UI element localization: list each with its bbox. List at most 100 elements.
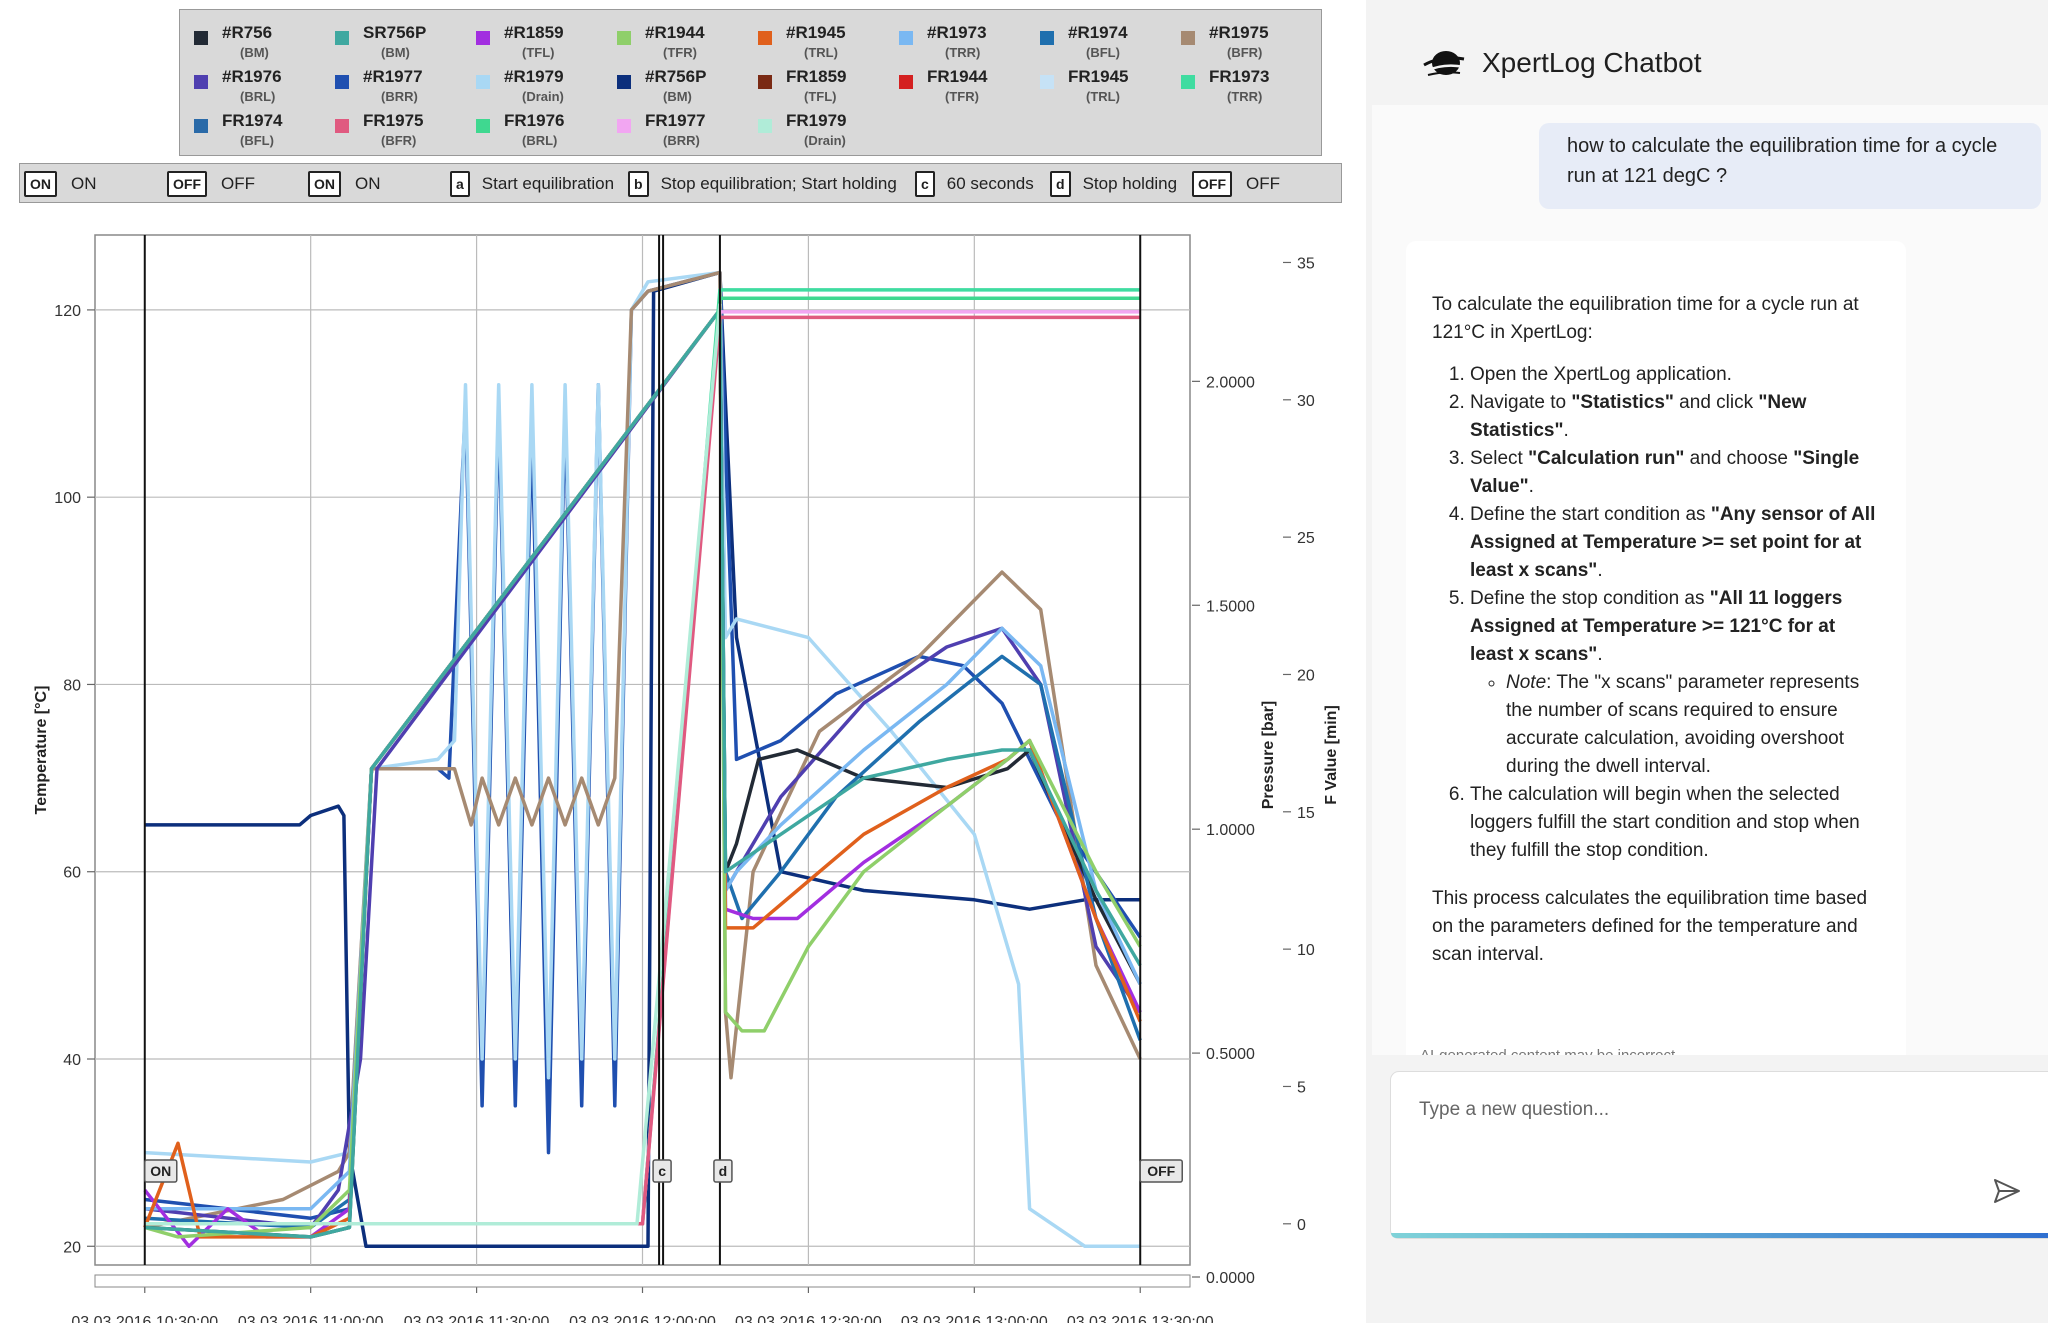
legend-swatch bbox=[1040, 75, 1054, 89]
legend-item[interactable]: FR1974 (BFL) bbox=[180, 102, 320, 148]
legend-item[interactable]: #R1975 (BFR) bbox=[1167, 14, 1307, 60]
bot-steps-list: Open the XpertLog application.Navigate t… bbox=[1432, 361, 1880, 865]
legend-location: (TRR) bbox=[945, 45, 981, 60]
x-tick-label: 03.03.2016 11:30:00 bbox=[404, 1314, 550, 1323]
y-tick-label: 20 bbox=[63, 1239, 81, 1256]
time-scrollbar[interactable] bbox=[94, 1274, 1191, 1288]
legend-name: #R1973 bbox=[927, 23, 987, 42]
legend-location: (BFR) bbox=[381, 133, 417, 148]
input-accent-bar bbox=[1391, 1233, 2048, 1238]
legend-item[interactable]: #R1977 (BRR) bbox=[321, 58, 461, 104]
x-tick-label: 03.03.2016 12:00:00 bbox=[569, 1314, 716, 1323]
bot-intro: To calculate the equilibration time for … bbox=[1432, 294, 1859, 343]
legend-name: #R1974 bbox=[1068, 23, 1128, 42]
legend-item[interactable]: FR1944 (TFR) bbox=[885, 58, 1025, 104]
legend-swatch bbox=[617, 119, 631, 133]
legend-name: FR1975 bbox=[363, 111, 424, 130]
marker-label: OFF bbox=[1246, 174, 1280, 193]
chat-conversation[interactable]: how to calculate the equilibration time … bbox=[1372, 105, 2048, 1055]
series-line bbox=[144, 308, 1142, 1239]
legend-name: FR1977 bbox=[645, 111, 706, 130]
legend-swatch bbox=[476, 119, 490, 133]
legend-swatch bbox=[899, 31, 913, 45]
marker-label: 60 seconds bbox=[946, 174, 1034, 193]
legend-item[interactable]: FR1976 (BRL) bbox=[462, 102, 602, 148]
marker-box: b bbox=[628, 171, 649, 197]
legend-location: (BRL) bbox=[522, 133, 558, 148]
chat-header: XpertLog Chatbot bbox=[1422, 45, 1702, 81]
pressure-axis-label: Pressure [bar] bbox=[1260, 701, 1277, 810]
legend-name: #R1976 bbox=[222, 67, 282, 86]
marker-item: ON ON bbox=[24, 170, 97, 198]
legend-name: FR1976 bbox=[504, 111, 565, 130]
legend-location: (BM) bbox=[240, 45, 269, 60]
legend-item[interactable]: #R1974 (BFL) bbox=[1026, 14, 1166, 60]
legend-item[interactable]: FR1979 (Drain) bbox=[744, 102, 884, 148]
legend-swatch bbox=[1040, 31, 1054, 45]
marker-label: Start equilibration bbox=[481, 174, 615, 193]
pressure-tick-label: 0.0000 bbox=[1206, 1270, 1255, 1287]
y-tick-label: 40 bbox=[63, 1052, 81, 1069]
legend-location: (BRR) bbox=[663, 133, 700, 148]
y-tick-label: 80 bbox=[63, 677, 81, 694]
event-box[interactable] bbox=[1139, 1159, 1183, 1183]
f-tick-label: 10 bbox=[1297, 942, 1315, 959]
legend-swatch bbox=[476, 31, 490, 45]
xpertlog-logo-icon bbox=[1423, 51, 1465, 76]
legend-item[interactable]: #R756P (BM) bbox=[603, 58, 743, 104]
x-tick-label: 03.03.2016 12:30:00 bbox=[735, 1314, 882, 1323]
legend-item[interactable]: #R1979 (Drain) bbox=[462, 58, 602, 104]
f-tick-label: 0 bbox=[1297, 1217, 1306, 1234]
f-tick-label: 30 bbox=[1297, 393, 1315, 410]
legend-item[interactable]: FR1975 (BFR) bbox=[321, 102, 461, 148]
legend-swatch bbox=[335, 31, 349, 45]
marker-item: b Stop equilibration; Start holding bbox=[628, 170, 897, 198]
question-input[interactable] bbox=[1417, 1098, 1941, 1122]
legend-item[interactable]: #R1976 (BRL) bbox=[180, 58, 320, 104]
legend-item[interactable]: #R1945 (TRL) bbox=[744, 14, 884, 60]
legend-name: #R756 bbox=[222, 23, 273, 42]
ai-disclaimer: AI-generated content may be incorrect bbox=[1420, 1047, 1675, 1055]
bot-note: Note: The "x scans" parameter represents… bbox=[1506, 669, 1880, 781]
event-box[interactable] bbox=[144, 1159, 178, 1183]
legend-item[interactable]: SR756P (BM) bbox=[321, 14, 461, 60]
legend-name: #R1979 bbox=[504, 67, 564, 86]
event-box[interactable] bbox=[652, 1159, 672, 1183]
legend-name: #R1977 bbox=[363, 67, 423, 86]
marker-item: OFF OFF bbox=[167, 170, 255, 198]
marker-box: ON bbox=[24, 171, 57, 197]
legend-location: (BM) bbox=[663, 89, 692, 104]
marker-item: a Start equilibration bbox=[450, 170, 614, 198]
event-box[interactable] bbox=[713, 1159, 733, 1183]
legend-item[interactable]: FR1977 (BRR) bbox=[603, 102, 743, 148]
legend-swatch bbox=[617, 75, 631, 89]
temperature-axis-label: Temperature [°C] bbox=[33, 686, 50, 815]
legend-item[interactable]: #R1973 (TRR) bbox=[885, 14, 1025, 60]
legend-item[interactable]: FR1945 (TRL) bbox=[1026, 58, 1166, 104]
marker-box: OFF bbox=[167, 171, 207, 197]
send-icon[interactable] bbox=[1992, 1176, 2022, 1206]
legend-location: (BFL) bbox=[240, 133, 274, 148]
legend-item[interactable]: #R1944 (TFR) bbox=[603, 14, 743, 60]
legend-location: (BRL) bbox=[240, 89, 276, 104]
legend-item[interactable]: #R1859 (TFL) bbox=[462, 14, 602, 60]
legend-item[interactable]: FR1859 (TFL) bbox=[744, 58, 884, 104]
legend-location: (TRL) bbox=[1086, 89, 1120, 104]
legend-name: FR1973 bbox=[1209, 67, 1270, 86]
legend-location: (TFR) bbox=[663, 45, 697, 60]
legend-item[interactable]: #R756 (BM) bbox=[180, 14, 320, 60]
legend-panel: #R756 (BM) SR756P (BM) #R1859 (TFL) #R1944 (TFR… bbox=[179, 9, 1322, 156]
bot-message: To calculate the equilibration time for … bbox=[1406, 241, 1906, 1055]
bot-step: Open the XpertLog application. bbox=[1470, 361, 1880, 389]
legend-swatch bbox=[758, 75, 772, 89]
question-input-box[interactable] bbox=[1391, 1072, 2048, 1238]
marker-item: ON ON bbox=[308, 170, 381, 198]
f-tick-label: 25 bbox=[1297, 530, 1315, 547]
marker-item: d Stop holding bbox=[1050, 170, 1177, 198]
legend-location: (TFL) bbox=[804, 89, 837, 104]
y-tick-label: 60 bbox=[63, 865, 81, 882]
legend-swatch bbox=[476, 75, 490, 89]
event-markers-bar: ON ON OFF OFF ON ON a Start equilibration b Stop … bbox=[19, 163, 1342, 203]
legend-item[interactable]: FR1973 (TRR) bbox=[1167, 58, 1307, 104]
event-box-label: c bbox=[658, 1163, 666, 1179]
